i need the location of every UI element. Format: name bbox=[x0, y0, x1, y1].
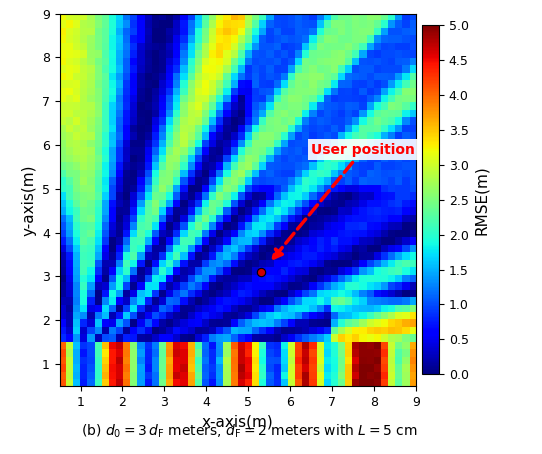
Text: (b) $d_0 = 3\,d_{\rm F}$ meters, $d_{\rm F} = 2$ meters with $L = 5$ cm: (b) $d_0 = 3\,d_{\rm F}$ meters, $d_{\rm… bbox=[81, 423, 418, 440]
Text: User position: User position bbox=[273, 143, 415, 258]
X-axis label: x-axis(m): x-axis(m) bbox=[202, 414, 274, 429]
Y-axis label: RMSE(m): RMSE(m) bbox=[474, 165, 489, 235]
Y-axis label: y-axis(m): y-axis(m) bbox=[21, 164, 36, 236]
